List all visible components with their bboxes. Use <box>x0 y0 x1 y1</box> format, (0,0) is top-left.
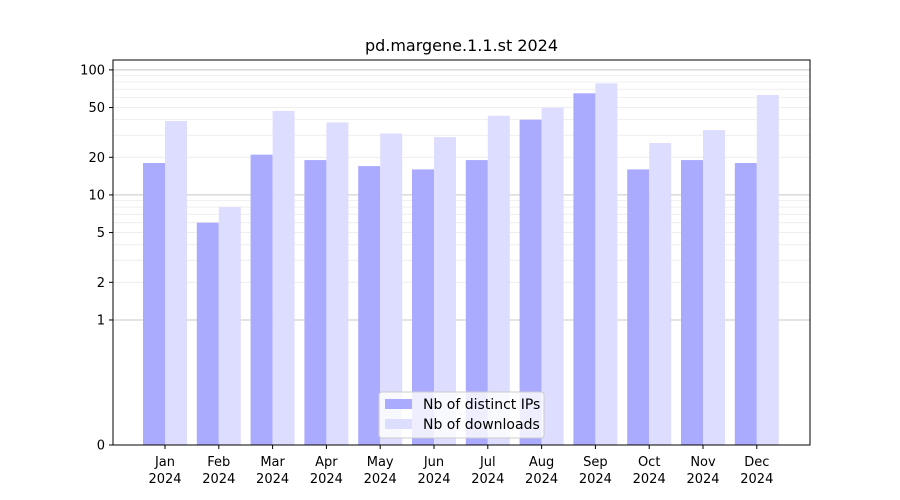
legend-label: Nb of downloads <box>423 417 540 433</box>
y-tick-label: 2 <box>97 276 105 291</box>
y-axis: 0 1 2 5 10 20 50 100 <box>80 63 113 454</box>
x-tick-label: May 2024 <box>364 455 397 487</box>
bar-downloads <box>595 83 618 445</box>
bar-distinct-ips <box>681 160 703 445</box>
legend-swatch <box>385 419 412 429</box>
bar-downloads <box>165 121 187 446</box>
bar-distinct-ips <box>627 169 650 445</box>
legend-label: Nb of distinct IPs <box>423 397 540 413</box>
x-tick-label: Oct 2024 <box>633 455 666 487</box>
bar-downloads <box>541 107 564 446</box>
y-tick-label: 5 <box>97 226 105 241</box>
legend: Nb of distinct IPs Nb of downloads <box>378 391 545 439</box>
bar-distinct-ips <box>734 163 757 445</box>
bars <box>143 83 779 446</box>
x-tick-label: Nov 2024 <box>686 455 719 487</box>
y-tick-label: 1 <box>97 313 105 328</box>
y-tick-label: 10 <box>88 188 105 203</box>
x-axis: Jan 2024 Feb 2024 Mar 2024 Apr 2024 May 2024 Jun 20… <box>148 445 773 487</box>
bar-downloads <box>649 143 672 445</box>
x-tick-label: Dec 2024 <box>740 455 773 487</box>
bar-downloads <box>487 115 510 445</box>
y-tick-label: 100 <box>80 63 105 78</box>
plot-frame <box>112 59 811 446</box>
x-tick-label: Jan 2024 <box>148 455 181 487</box>
bar-downloads <box>380 133 403 445</box>
bar-distinct-ips <box>412 169 434 445</box>
bar-distinct-ips <box>465 160 488 445</box>
x-tick-label: Apr 2024 <box>310 455 343 487</box>
bar-downloads <box>218 207 241 445</box>
bar-downloads <box>756 94 779 446</box>
bar-distinct-ips <box>143 163 165 445</box>
x-tick-label: Jun 2024 <box>417 455 450 487</box>
bar-distinct-ips <box>573 93 596 446</box>
bar-downloads <box>703 130 725 445</box>
x-tick-label: Sep 2024 <box>579 455 612 487</box>
chart-title: pd.margene.1.1.st 2024 <box>365 36 558 55</box>
x-tick-label: Feb 2024 <box>202 455 235 487</box>
y-tick-label: 0 <box>97 439 105 454</box>
bar-distinct-ips <box>250 154 273 446</box>
y-tick-label: 50 <box>88 101 105 116</box>
legend-swatch <box>385 399 412 409</box>
bar-distinct-ips <box>358 166 381 445</box>
x-tick-label: Jul 2024 <box>471 455 504 487</box>
x-tick-label: Mar 2024 <box>256 455 289 487</box>
x-tick-label: Aug 2024 <box>525 455 558 487</box>
bar-downloads <box>434 137 456 445</box>
legend-box <box>378 391 545 439</box>
bar-downloads <box>272 110 295 445</box>
bar-distinct-ips <box>519 119 542 446</box>
bar-distinct-ips <box>304 160 327 445</box>
bar-downloads <box>326 122 349 445</box>
y-tick-label: 20 <box>88 151 105 166</box>
bar-distinct-ips <box>196 222 219 445</box>
